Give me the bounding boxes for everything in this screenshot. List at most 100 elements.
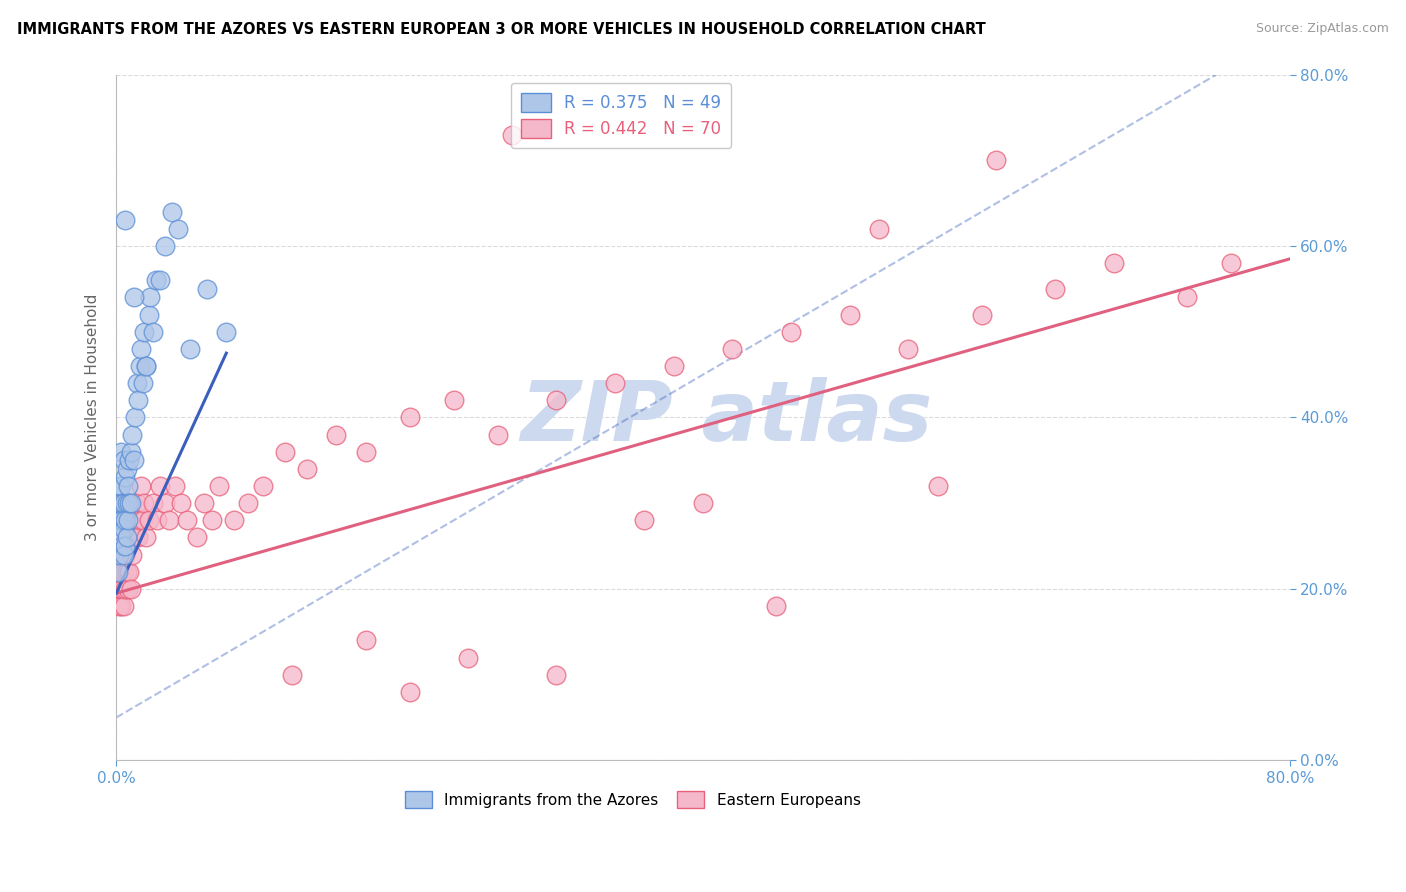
Point bbox=[149, 479, 172, 493]
Point bbox=[868, 222, 890, 236]
Point bbox=[110, 531, 132, 545]
Point bbox=[142, 496, 165, 510]
Point bbox=[139, 290, 162, 304]
Point bbox=[662, 359, 685, 373]
Legend: Immigrants from the Azores, Eastern Europeans: Immigrants from the Azores, Eastern Euro… bbox=[398, 785, 866, 814]
Point bbox=[970, 308, 993, 322]
Point bbox=[114, 582, 136, 596]
Point bbox=[129, 342, 152, 356]
Point bbox=[153, 496, 176, 510]
Point bbox=[1102, 256, 1125, 270]
Point bbox=[107, 565, 129, 579]
Point bbox=[295, 462, 318, 476]
Point bbox=[122, 513, 145, 527]
Point bbox=[125, 496, 148, 510]
Point bbox=[281, 667, 304, 681]
Point bbox=[897, 342, 920, 356]
Point bbox=[134, 496, 156, 510]
Point bbox=[193, 496, 215, 510]
Point bbox=[108, 565, 131, 579]
Point bbox=[398, 410, 420, 425]
Point bbox=[145, 273, 167, 287]
Point bbox=[107, 548, 129, 562]
Point bbox=[128, 513, 150, 527]
Point bbox=[128, 359, 150, 373]
Point bbox=[201, 513, 224, 527]
Y-axis label: 3 or more Vehicles in Household: 3 or more Vehicles in Household bbox=[86, 293, 100, 541]
Point bbox=[117, 531, 139, 545]
Point bbox=[215, 325, 238, 339]
Point bbox=[118, 565, 141, 579]
Point bbox=[167, 222, 190, 236]
Point bbox=[135, 359, 157, 373]
Point bbox=[108, 531, 131, 545]
Point bbox=[108, 496, 131, 510]
Point bbox=[501, 128, 523, 142]
Point bbox=[107, 582, 129, 596]
Point bbox=[186, 531, 208, 545]
Point bbox=[354, 444, 377, 458]
Text: IMMIGRANTS FROM THE AZORES VS EASTERN EUROPEAN 3 OR MORE VEHICLES IN HOUSEHOLD C: IMMIGRANTS FROM THE AZORES VS EASTERN EU… bbox=[17, 22, 986, 37]
Point bbox=[112, 599, 135, 613]
Point bbox=[121, 427, 143, 442]
Point bbox=[118, 453, 141, 467]
Point bbox=[127, 393, 149, 408]
Point bbox=[121, 548, 143, 562]
Point bbox=[633, 513, 655, 527]
Point bbox=[149, 273, 172, 287]
Point bbox=[112, 522, 135, 536]
Point bbox=[125, 376, 148, 391]
Point bbox=[127, 531, 149, 545]
Point bbox=[115, 531, 138, 545]
Point bbox=[114, 496, 136, 510]
Point bbox=[114, 213, 136, 227]
Point bbox=[398, 685, 420, 699]
Point bbox=[721, 342, 744, 356]
Point bbox=[112, 565, 135, 579]
Point bbox=[122, 453, 145, 467]
Point bbox=[114, 513, 136, 527]
Point bbox=[108, 548, 131, 562]
Point bbox=[195, 282, 218, 296]
Point bbox=[111, 582, 134, 596]
Point bbox=[120, 496, 142, 510]
Point bbox=[131, 376, 153, 391]
Point bbox=[546, 667, 568, 681]
Point bbox=[238, 496, 260, 510]
Point bbox=[546, 393, 568, 408]
Point bbox=[117, 479, 139, 493]
Point bbox=[252, 479, 274, 493]
Point bbox=[325, 427, 347, 442]
Point bbox=[135, 531, 157, 545]
Point bbox=[117, 513, 139, 527]
Point bbox=[157, 513, 180, 527]
Point bbox=[153, 239, 176, 253]
Point bbox=[115, 565, 138, 579]
Point bbox=[134, 325, 156, 339]
Point bbox=[122, 290, 145, 304]
Point bbox=[111, 539, 134, 553]
Point bbox=[131, 513, 153, 527]
Point bbox=[110, 513, 132, 527]
Text: Source: ZipAtlas.com: Source: ZipAtlas.com bbox=[1256, 22, 1389, 36]
Point bbox=[927, 479, 949, 493]
Point bbox=[112, 453, 135, 467]
Point bbox=[1043, 282, 1066, 296]
Point bbox=[112, 548, 135, 562]
Text: ZIP atlas: ZIP atlas bbox=[520, 377, 932, 458]
Point bbox=[603, 376, 626, 391]
Point bbox=[108, 599, 131, 613]
Point bbox=[120, 582, 142, 596]
Point bbox=[120, 444, 142, 458]
Point bbox=[115, 513, 138, 527]
Point bbox=[1175, 290, 1198, 304]
Point bbox=[111, 531, 134, 545]
Point bbox=[129, 479, 152, 493]
Point bbox=[120, 531, 142, 545]
Point bbox=[146, 513, 169, 527]
Point bbox=[354, 633, 377, 648]
Point bbox=[765, 599, 787, 613]
Point bbox=[457, 650, 479, 665]
Point bbox=[163, 479, 186, 493]
Point bbox=[110, 479, 132, 493]
